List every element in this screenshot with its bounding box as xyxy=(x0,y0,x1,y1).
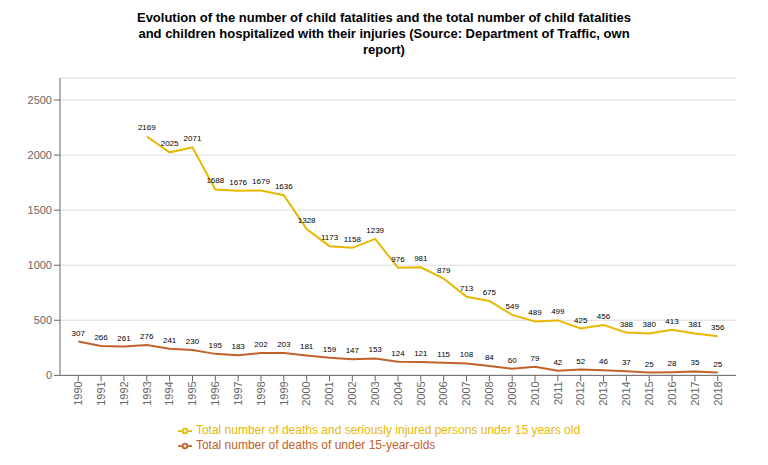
svg-text:1990: 1990 xyxy=(72,381,84,405)
svg-text:2006: 2006 xyxy=(437,381,449,405)
svg-text:1994: 1994 xyxy=(163,381,175,405)
svg-text:1997: 1997 xyxy=(232,381,244,405)
svg-text:2009: 2009 xyxy=(506,381,518,405)
svg-text:1158: 1158 xyxy=(344,235,362,244)
svg-text:42: 42 xyxy=(553,358,562,367)
svg-text:46: 46 xyxy=(599,357,608,366)
svg-text:1993: 1993 xyxy=(141,381,153,405)
svg-text:981: 981 xyxy=(414,254,428,263)
svg-text:1679: 1679 xyxy=(252,177,270,186)
svg-text:115: 115 xyxy=(437,350,450,359)
svg-text:499: 499 xyxy=(551,307,565,316)
svg-text:381: 381 xyxy=(688,320,702,329)
svg-text:2002: 2002 xyxy=(346,381,358,405)
html-text:and children hospitalized with: and children hospitalized with their inj… xyxy=(138,26,630,41)
svg-text:2010: 2010 xyxy=(529,381,541,405)
svg-text:413: 413 xyxy=(665,317,679,326)
svg-text:2005: 2005 xyxy=(415,381,427,405)
svg-text:713: 713 xyxy=(460,284,474,293)
svg-text:2008: 2008 xyxy=(483,381,495,405)
svg-text:425: 425 xyxy=(574,316,588,325)
svg-text:675: 675 xyxy=(483,288,497,297)
svg-text:500: 500 xyxy=(34,314,52,326)
html-text:report): report) xyxy=(363,42,405,57)
svg-text:2013: 2013 xyxy=(597,381,609,405)
svg-text:25: 25 xyxy=(713,360,722,369)
svg-text:1996: 1996 xyxy=(209,381,221,405)
svg-text:2016: 2016 xyxy=(666,381,678,405)
svg-text:159: 159 xyxy=(323,345,337,354)
svg-text:1676: 1676 xyxy=(229,178,247,187)
svg-text:2011: 2011 xyxy=(552,381,564,405)
svg-text:2015: 2015 xyxy=(643,381,655,405)
svg-text:25: 25 xyxy=(645,360,654,369)
svg-text:356: 356 xyxy=(711,323,725,332)
svg-text:79: 79 xyxy=(531,354,540,363)
svg-text:2003: 2003 xyxy=(369,381,381,405)
svg-text:241: 241 xyxy=(163,336,177,345)
svg-text:0: 0 xyxy=(46,369,52,381)
svg-text:2018: 2018 xyxy=(712,381,724,405)
html-text:Evolution of the number of chi: Evolution of the number of child fatalit… xyxy=(137,10,631,25)
svg-text:124: 124 xyxy=(391,349,405,358)
svg-text:181: 181 xyxy=(300,342,314,351)
svg-text:388: 388 xyxy=(620,320,634,329)
svg-text:2071: 2071 xyxy=(184,134,202,143)
svg-text:266: 266 xyxy=(94,333,108,342)
svg-text:2000: 2000 xyxy=(300,381,312,405)
svg-text:1991: 1991 xyxy=(95,381,107,405)
svg-text:380: 380 xyxy=(643,320,657,329)
svg-text:549: 549 xyxy=(506,302,520,311)
svg-text:456: 456 xyxy=(597,312,611,321)
svg-text:261: 261 xyxy=(117,334,131,343)
svg-text:84: 84 xyxy=(485,353,494,362)
svg-text:489: 489 xyxy=(528,308,542,317)
svg-text:2007: 2007 xyxy=(460,381,472,405)
svg-text:183: 183 xyxy=(231,342,245,351)
svg-text:879: 879 xyxy=(437,266,451,275)
svg-text:37: 37 xyxy=(622,358,631,367)
svg-text:1328: 1328 xyxy=(298,216,316,225)
svg-text:2000: 2000 xyxy=(28,149,52,161)
svg-text:1992: 1992 xyxy=(118,381,130,405)
svg-text:1239: 1239 xyxy=(366,226,384,235)
svg-text:2169: 2169 xyxy=(138,123,156,132)
svg-text:202: 202 xyxy=(254,340,268,349)
svg-text:52: 52 xyxy=(576,357,585,366)
html-text:Total number of deaths of unde: Total number of deaths of under 15-year-… xyxy=(195,438,436,453)
svg-text:2014: 2014 xyxy=(620,381,632,405)
svg-text:2025: 2025 xyxy=(161,139,179,148)
svg-text:1998: 1998 xyxy=(255,381,267,405)
svg-text:2500: 2500 xyxy=(28,94,52,106)
svg-text:976: 976 xyxy=(391,255,405,264)
svg-text:35: 35 xyxy=(690,358,699,367)
svg-text:230: 230 xyxy=(186,337,200,346)
svg-text:1688: 1688 xyxy=(206,176,224,185)
svg-text:276: 276 xyxy=(140,332,154,341)
html-text:Total number of deaths and ser: Total number of deaths and seriously inj… xyxy=(195,423,581,438)
svg-text:1000: 1000 xyxy=(28,259,52,271)
svg-text:203: 203 xyxy=(277,340,291,349)
svg-text:108: 108 xyxy=(460,350,474,359)
svg-text:60: 60 xyxy=(508,356,517,365)
svg-text:307: 307 xyxy=(72,329,86,338)
svg-text:2001: 2001 xyxy=(323,381,335,405)
svg-text:1636: 1636 xyxy=(275,182,293,191)
svg-text:1173: 1173 xyxy=(321,233,339,242)
svg-text:121: 121 xyxy=(414,349,428,358)
svg-text:153: 153 xyxy=(368,345,382,354)
svg-text:1500: 1500 xyxy=(28,204,52,216)
svg-text:1995: 1995 xyxy=(186,381,198,405)
svg-text:195: 195 xyxy=(209,341,223,350)
svg-text:2004: 2004 xyxy=(392,381,404,405)
svg-text:2017: 2017 xyxy=(689,381,701,405)
svg-text:147: 147 xyxy=(346,346,360,355)
svg-text:28: 28 xyxy=(668,359,677,368)
svg-text:2012: 2012 xyxy=(575,381,587,405)
svg-text:1999: 1999 xyxy=(278,381,290,405)
